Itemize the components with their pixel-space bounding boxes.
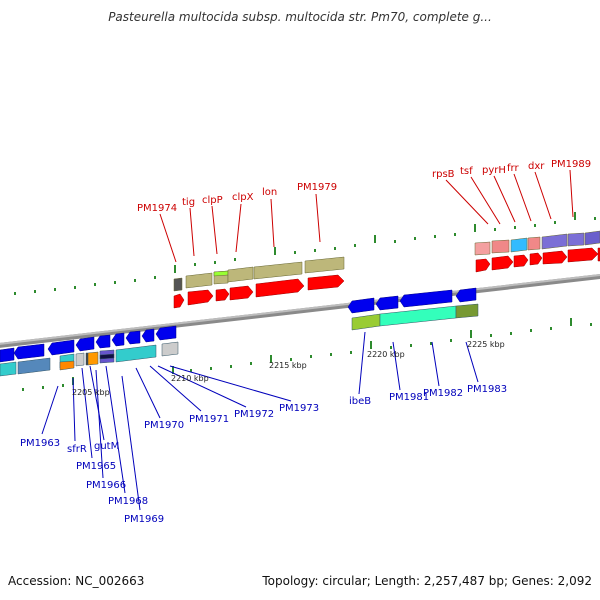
forward-gene-label: clpP [202, 195, 223, 206]
forward-gene-label: dxr [528, 161, 545, 172]
position-label: 2205 kbp [72, 388, 110, 397]
forward-gene-label: PM1974 [137, 203, 177, 214]
reverse-leader-lines [41, 331, 479, 511]
reverse-gene-label: ibeB [349, 396, 371, 407]
accession-text: Accession: NC_002663 [8, 574, 145, 588]
position-label: 2210 kbp [171, 374, 209, 383]
reverse-gene-label: PM1973 [279, 403, 319, 414]
reverse-gene-label: PM1965 [76, 461, 116, 472]
forward-gene-label: lon [262, 187, 277, 198]
forward-gene-label: PM1979 [297, 182, 337, 193]
reverse-gene-label: PM1971 [189, 414, 229, 425]
reverse-gene-label: PM1970 [144, 420, 184, 431]
reverse-cds-track [0, 287, 477, 363]
reverse-gene-label: PM1966 [86, 480, 126, 491]
forward-gene-label: rpsB [432, 169, 455, 180]
reverse-gene-label: PM1983 [467, 384, 507, 395]
forward-gene-label: PM1989 [551, 159, 591, 170]
genome-summary-text: Topology: circular; Length: 2,257,487 bp… [262, 574, 592, 588]
forward-cds-track [173, 247, 600, 309]
forward-gene-bands [173, 230, 600, 292]
forward-gene-label: frr [507, 163, 519, 174]
forward-gene-label: tig [182, 197, 195, 208]
position-labels: 2205 kbp 2210 kbp 2215 kbp 2220 kbp 2225… [72, 340, 505, 397]
forward-leader-lines [159, 169, 574, 263]
reverse-gene-label: PM1968 [108, 496, 148, 507]
reverse-gene-labels: PM1963 sfrR PM1965 gutM PM1966 PM1968 PM… [20, 384, 507, 525]
position-label: 2215 kbp [269, 361, 307, 370]
genome-title: Pasteurella multocida subsp. multocida s… [108, 10, 492, 24]
reverse-gene-label: PM1982 [423, 388, 463, 399]
position-label: 2225 kbp [467, 340, 505, 349]
reverse-gene-label: gutM [94, 441, 119, 452]
forward-gene-label: tsf [460, 166, 473, 177]
reverse-gene-label: PM1969 [124, 514, 164, 525]
forward-gene-label: clpX [232, 192, 254, 203]
reverse-gene-label: sfrR [67, 444, 87, 455]
forward-gene-label: pyrH [482, 165, 506, 176]
reverse-gene-label: PM1972 [234, 409, 274, 420]
reverse-gene-label: PM1963 [20, 438, 60, 449]
position-label: 2220 kbp [367, 350, 405, 359]
tick-marks [14, 212, 596, 391]
reverse-gene-label: PM1981 [389, 392, 429, 403]
forward-gene-labels: PM1974 tig clpP clpX lon PM1979 rpsB tsf… [137, 159, 591, 214]
reverse-gene-bands [0, 303, 479, 377]
